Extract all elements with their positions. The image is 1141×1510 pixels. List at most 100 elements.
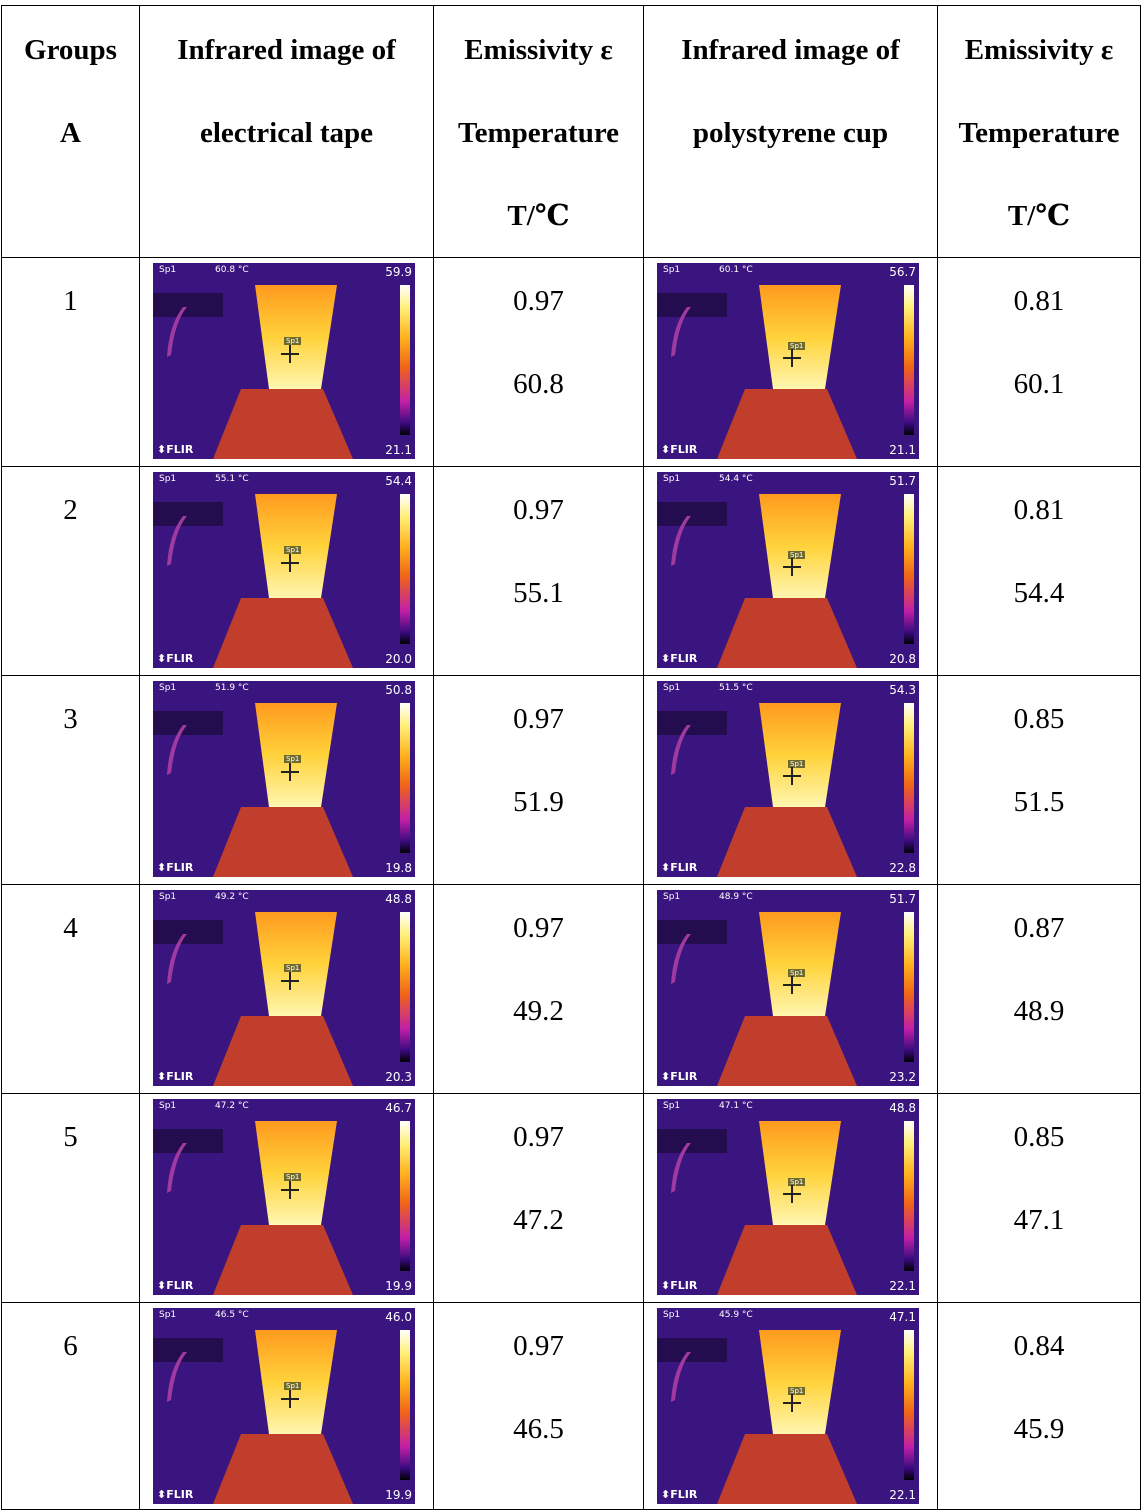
scale-min: 19.9 xyxy=(385,1488,412,1502)
spot-reading: 54.4 °C xyxy=(719,474,753,484)
spot-reading: 51.5 °C xyxy=(719,683,753,693)
crosshair-icon xyxy=(281,1181,299,1199)
tape-temperature: 55.1 xyxy=(513,577,564,609)
thermal-image: Sp1 51.9 °C 50.8 19.8 ⬍FLIR Sp1 xyxy=(153,681,415,877)
thermal-scene xyxy=(657,472,919,668)
cup-values-cell: 0.87 48.9 xyxy=(937,884,1141,1094)
tape-values-cell: 0.97 46.5 xyxy=(433,1302,644,1510)
scale-max: 48.8 xyxy=(889,1101,916,1115)
spot-label: Sp1 xyxy=(159,1310,177,1320)
flir-logo: ⬍FLIR xyxy=(157,1488,194,1501)
left-object xyxy=(167,307,187,357)
group-number: 3 xyxy=(63,703,78,735)
spot-tag: Sp1 xyxy=(788,1178,806,1186)
left-object xyxy=(671,725,691,775)
cup-temperature: 60.1 xyxy=(1013,368,1065,400)
thermal-scene xyxy=(153,681,415,877)
group-cell: 4 xyxy=(1,884,140,1094)
group-cell: 6 xyxy=(1,1302,140,1510)
cup-values-cell: 0.85 51.5 xyxy=(937,675,1141,885)
dark-band xyxy=(153,502,223,526)
cup-values-cell: 0.81 60.1 xyxy=(937,257,1141,467)
thermal-scene xyxy=(153,1099,415,1295)
spot-reading: 51.9 °C xyxy=(215,683,249,693)
thermal-image: Sp1 49.2 °C 48.8 20.3 ⬍FLIR Sp1 xyxy=(153,890,415,1086)
cup-image-cell: Sp1 51.5 °C 54.3 22.8 ⬍FLIR Sp1 xyxy=(643,675,938,885)
dark-band xyxy=(657,293,727,317)
color-scale xyxy=(400,285,410,435)
table-row: 6 xyxy=(1,1302,1141,1510)
header-groups: Groups A xyxy=(1,5,140,258)
crosshair-icon xyxy=(281,554,299,572)
dark-band xyxy=(153,1129,223,1153)
spot-reading: 45.9 °C xyxy=(719,1310,753,1320)
spot-reading: 60.1 °C xyxy=(719,265,753,275)
dark-band xyxy=(657,502,727,526)
color-scale xyxy=(904,912,914,1062)
dark-band xyxy=(657,1338,727,1362)
group-cell: 3 xyxy=(1,675,140,885)
spot-tag: Sp1 xyxy=(284,1173,302,1181)
spot-label: Sp1 xyxy=(159,265,177,275)
dark-band xyxy=(657,920,727,944)
scale-min: 20.8 xyxy=(889,652,916,666)
group-number: 6 xyxy=(63,1330,78,1362)
scale-min: 19.8 xyxy=(385,861,412,875)
crosshair-icon xyxy=(783,1394,801,1412)
scale-max: 54.3 xyxy=(889,683,916,697)
tape-emissivity: 0.97 xyxy=(513,494,564,526)
spot-reading: 60.8 °C xyxy=(215,265,249,275)
crosshair-icon xyxy=(783,1185,801,1203)
tape-emissivity: 0.97 xyxy=(513,703,564,735)
group-cell: 2 xyxy=(1,466,140,676)
cup-temperature: 48.9 xyxy=(1013,995,1065,1027)
reflection xyxy=(213,807,353,877)
left-object xyxy=(671,934,691,984)
dark-band xyxy=(153,1338,223,1362)
reflection xyxy=(717,807,857,877)
scale-min: 22.1 xyxy=(889,1279,916,1293)
dark-band xyxy=(153,293,223,317)
cup-image-cell: Sp1 45.9 °C 47.1 22.1 ⬍FLIR Sp1 xyxy=(643,1302,938,1510)
cup-shape xyxy=(759,703,841,807)
cup-values-cell: 0.81 54.4 xyxy=(937,466,1141,676)
thermal-scene xyxy=(657,1308,919,1504)
thermal-image: Sp1 45.9 °C 47.1 22.1 ⬍FLIR Sp1 xyxy=(657,1308,919,1504)
cup-emissivity: 0.85 xyxy=(1013,703,1065,735)
scale-min: 21.1 xyxy=(889,443,916,457)
reflection xyxy=(717,1434,857,1504)
spot-label: Sp1 xyxy=(159,474,177,484)
spot-tag: Sp1 xyxy=(284,1382,302,1390)
crosshair-icon xyxy=(783,349,801,367)
left-object xyxy=(167,1143,187,1193)
spot-reading: 49.2 °C xyxy=(215,892,249,902)
reflection xyxy=(717,598,857,668)
cup-shape xyxy=(759,285,841,389)
spot-tag: Sp1 xyxy=(284,755,302,763)
spot-tag: Sp1 xyxy=(788,551,806,559)
crosshair-icon xyxy=(783,767,801,785)
scale-min: 21.1 xyxy=(385,443,412,457)
cup-shape xyxy=(759,1330,841,1434)
spot-reading: 55.1 °C xyxy=(215,474,249,484)
tape-emissivity: 0.97 xyxy=(513,1330,564,1362)
tape-temperature: 60.8 xyxy=(513,368,564,400)
crosshair-icon xyxy=(281,763,299,781)
color-scale xyxy=(400,912,410,1062)
flir-logo: ⬍FLIR xyxy=(661,652,698,665)
thermal-scene xyxy=(657,1099,919,1295)
color-scale xyxy=(904,494,914,644)
spot-tag: Sp1 xyxy=(788,1387,806,1395)
thermal-image: Sp1 54.4 °C 51.7 20.8 ⬍FLIR Sp1 xyxy=(657,472,919,668)
header-cup-values: Emissivity ε Temperature T/℃ xyxy=(937,5,1141,258)
tape-emissivity: 0.97 xyxy=(513,1121,564,1153)
cup-shape xyxy=(759,1121,841,1225)
spot-label: Sp1 xyxy=(663,683,681,693)
group-number: 2 xyxy=(63,494,78,526)
scale-max: 59.9 xyxy=(385,265,412,279)
scale-max: 54.4 xyxy=(385,474,412,488)
flir-logo: ⬍FLIR xyxy=(661,443,698,456)
left-object xyxy=(167,1352,187,1402)
results-table: Groups A Infrared image of electrical ta… xyxy=(1,5,1141,1510)
thermal-scene xyxy=(153,263,415,459)
